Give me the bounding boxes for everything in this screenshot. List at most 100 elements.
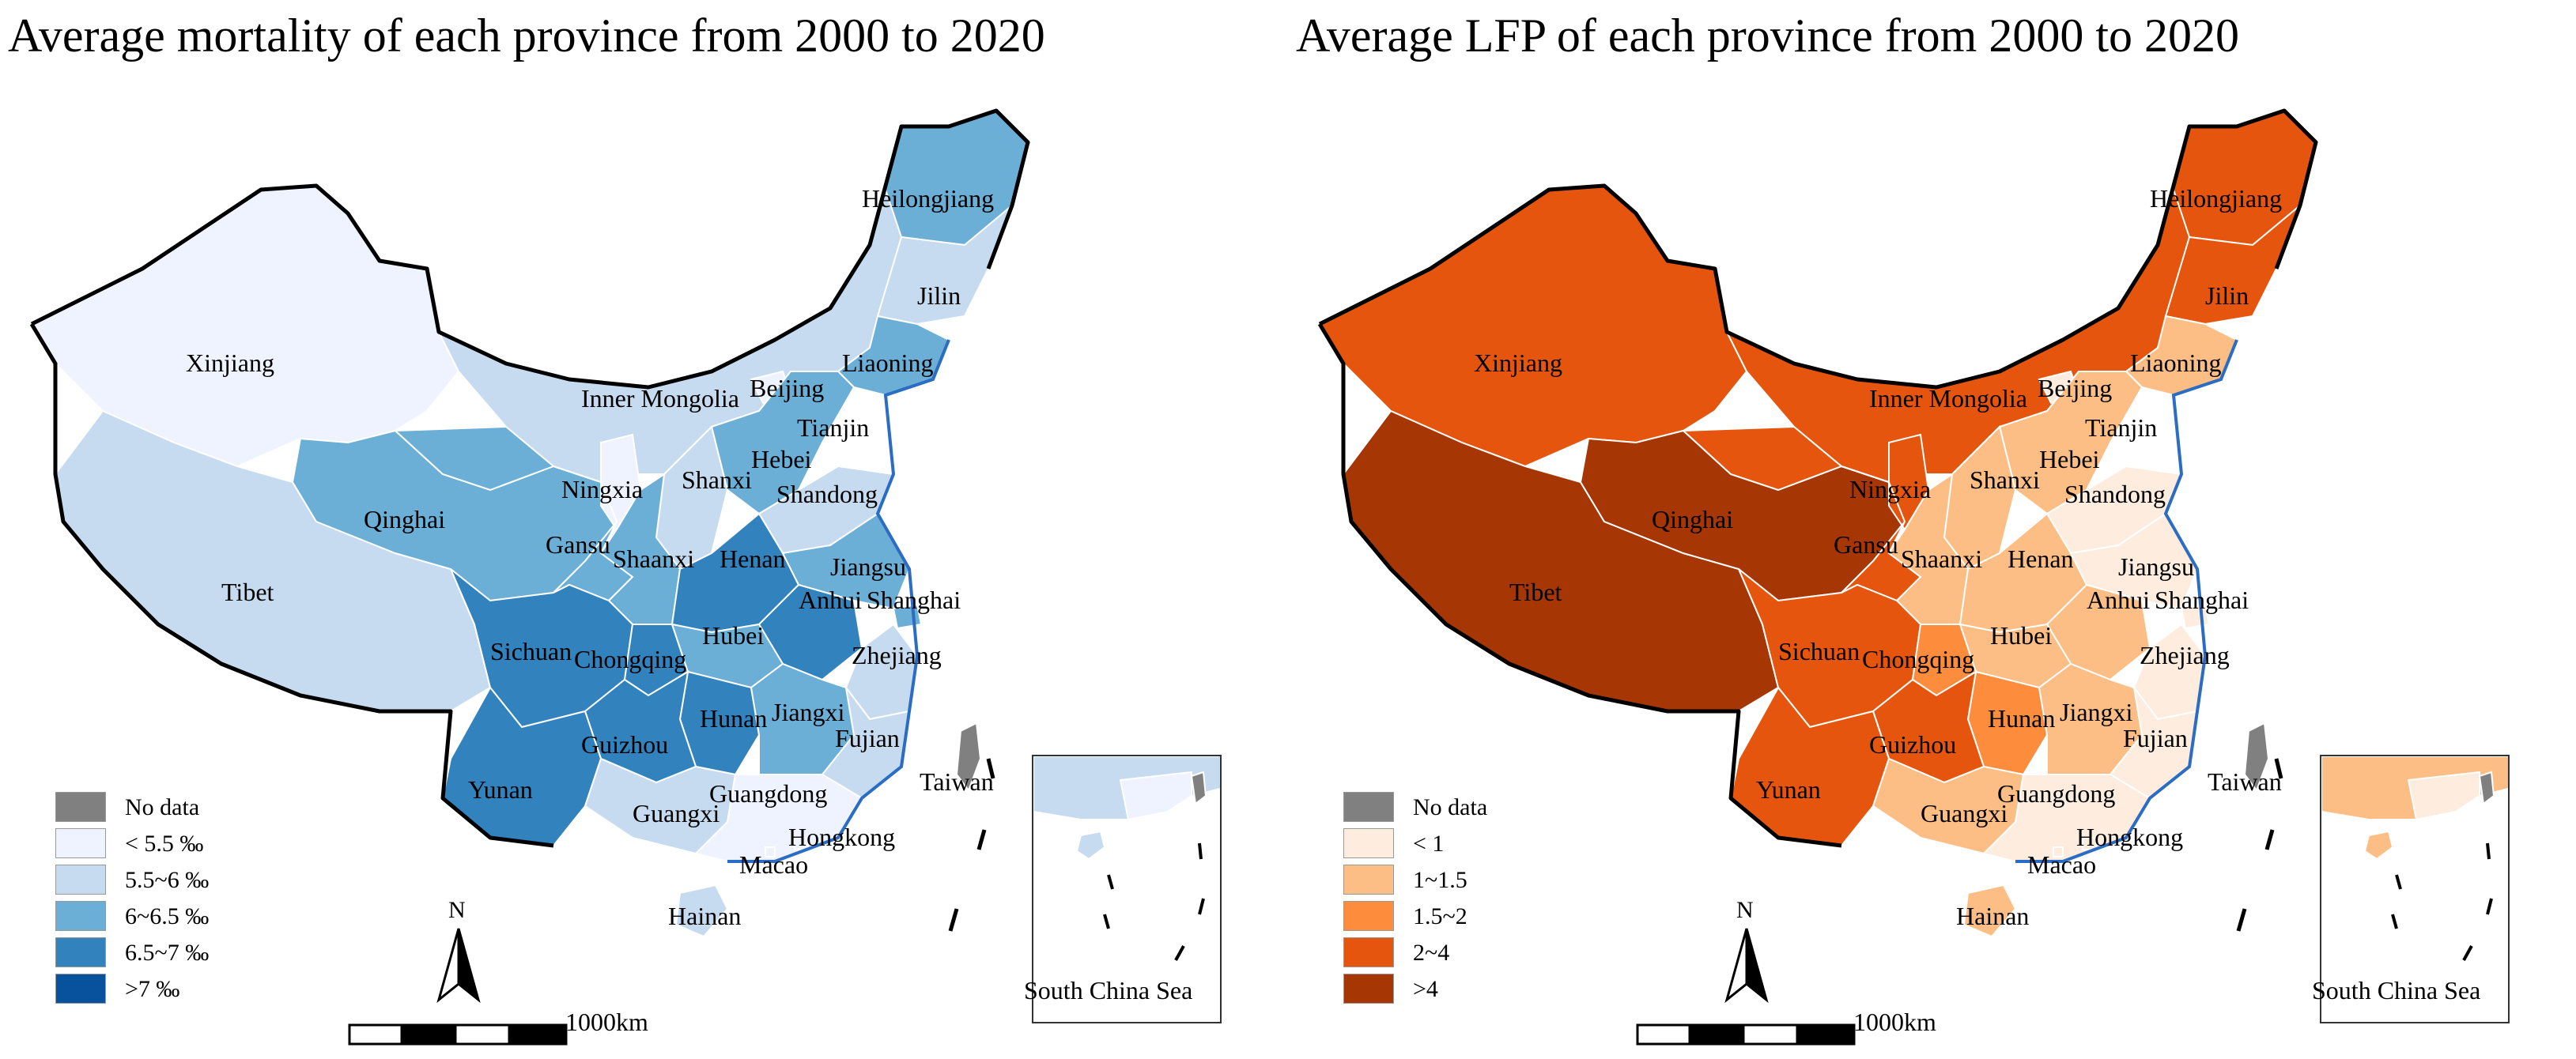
north-arrow: N xyxy=(1719,897,1774,1008)
coastline xyxy=(727,339,950,863)
map-title: Average LFP of each province from 2000 t… xyxy=(1296,9,2239,62)
legend-label: 6~6.5 ‰ xyxy=(125,903,210,929)
label-gansu: Gansu xyxy=(1834,530,1898,559)
province-layer xyxy=(1318,109,2317,938)
label-anhui: Anhui xyxy=(799,586,862,614)
province-hebei xyxy=(1998,371,2144,515)
label-liaoning: Liaoning xyxy=(2130,349,2222,377)
scale-bar: 1000km xyxy=(1636,1008,2031,1047)
scale-bar-icon xyxy=(348,1023,568,1046)
coastline xyxy=(2015,339,2238,863)
legend-label: 6.5~7 ‰ xyxy=(125,940,210,966)
label-henan: Henan xyxy=(720,545,786,573)
label-xinjiang: Xinjiang xyxy=(1474,349,1562,377)
inset-dash-line xyxy=(2391,842,2493,961)
legend-swatch xyxy=(1343,792,1394,822)
label-hunan: Hunan xyxy=(1988,704,2055,733)
inset-dash-line xyxy=(1103,842,1205,961)
label-tibet: Tibet xyxy=(1509,578,1562,606)
label-hebei: Hebei xyxy=(2039,445,2100,473)
label-hongkong: Hongkong xyxy=(788,823,895,851)
label-guizhou: Guizhou xyxy=(581,730,668,759)
inset-label: South China Sea xyxy=(2312,976,2481,1004)
legend-swatch xyxy=(55,901,106,931)
legend-swatch xyxy=(55,974,106,1004)
label-hainan: Hainan xyxy=(1956,902,2029,930)
legend-swatch xyxy=(1343,828,1394,858)
label-guangxi: Guangxi xyxy=(1921,799,2008,827)
label-inner-mongolia: Inner Mongolia xyxy=(581,384,739,413)
scale-label: 1000km xyxy=(565,1008,648,1036)
legend-label: 5.5~6 ‰ xyxy=(125,867,210,893)
scale-bar-icon xyxy=(1636,1023,1856,1046)
inset-taiwan xyxy=(2478,771,2495,805)
legend-swatch xyxy=(1343,937,1394,967)
label-shanxi: Shanxi xyxy=(682,465,752,494)
map-canvas: Xinjiang Tibet Qinghai Inner Mongolia He… xyxy=(1317,108,2318,938)
legend-label: < 1 xyxy=(1413,831,1445,857)
scale-bar: 1000km xyxy=(348,1008,743,1047)
label-shaanxi: Shaanxi xyxy=(1901,545,1982,573)
label-macao: Macao xyxy=(739,850,808,879)
map-title: Average mortality of each province from … xyxy=(8,9,1045,62)
legend-label: No data xyxy=(1413,794,1488,820)
label-jiangsu: Jiangsu xyxy=(2118,552,2194,581)
west-border xyxy=(1317,322,1842,848)
north-label: N xyxy=(1736,897,1754,923)
label-macao: Macao xyxy=(2027,850,2096,879)
label-jilin: Jilin xyxy=(2205,281,2249,310)
label-tianjin: Tianjin xyxy=(797,413,869,442)
national-border xyxy=(1318,108,2318,390)
inset-hainan xyxy=(2363,830,2394,861)
legend-swatch xyxy=(1343,974,1394,1004)
label-beijing: Beijing xyxy=(750,374,824,402)
inset-taiwan xyxy=(1190,771,1207,805)
north-label: N xyxy=(448,897,466,923)
province-inner-mongolia xyxy=(1724,126,2238,484)
label-anhui: Anhui xyxy=(2087,586,2150,614)
label-guangxi: Guangxi xyxy=(633,799,720,827)
legend-label: 1.5~2 xyxy=(1413,903,1467,929)
label-hunan: Hunan xyxy=(700,704,767,733)
label-ningxia: Ningxia xyxy=(561,475,643,503)
province-macao xyxy=(765,846,776,857)
label-yunan: Yunan xyxy=(468,775,533,804)
north-arrow: N xyxy=(431,897,486,1008)
label-yunan: Yunan xyxy=(1756,775,1821,804)
label-guangdong: Guangdong xyxy=(1997,779,2115,808)
map-canvas: Xinjiang Tibet Qinghai Inner Mongolia He… xyxy=(29,108,1030,938)
label-zhejiang: Zhejiang xyxy=(852,641,942,669)
legend-swatch xyxy=(55,792,106,822)
label-shanghai: Shanghai xyxy=(867,586,961,614)
label-tibet: Tibet xyxy=(221,578,274,606)
label-ningxia: Ningxia xyxy=(1849,475,1931,503)
label-fujian: Fujian xyxy=(2123,724,2188,752)
label-sichuan: Sichuan xyxy=(490,637,572,665)
label-shandong: Shandong xyxy=(776,480,878,508)
nine-dash-line xyxy=(2236,758,2283,932)
label-hubei: Hubei xyxy=(1990,621,2052,650)
north-arrow-icon xyxy=(436,928,481,1004)
province-taiwan xyxy=(2243,722,2270,793)
province-hebei xyxy=(710,371,856,515)
label-hubei: Hubei xyxy=(702,621,764,650)
label-taiwan: Taiwan xyxy=(920,767,994,796)
legend-label: 1~1.5 xyxy=(1413,867,1467,893)
label-zhejiang: Zhejiang xyxy=(2140,641,2230,669)
west-border xyxy=(29,322,554,848)
label-shaanxi: Shaanxi xyxy=(613,545,694,573)
legend-swatch xyxy=(55,828,106,858)
label-heilongjiang: Heilongjiang xyxy=(2150,184,2282,213)
inset-coast-region xyxy=(1119,771,1192,821)
label-shanghai: Shanghai xyxy=(2155,586,2249,614)
nine-dash-line xyxy=(948,758,995,932)
inset-map xyxy=(1032,755,1222,1023)
label-jilin: Jilin xyxy=(917,281,961,310)
label-heilongjiang: Heilongjiang xyxy=(862,184,994,213)
inset-canvas xyxy=(1033,756,1220,961)
inset-canvas xyxy=(2321,756,2508,961)
label-beijing: Beijing xyxy=(2038,374,2112,402)
label-gansu: Gansu xyxy=(546,530,610,559)
label-inner-mongolia: Inner Mongolia xyxy=(1869,384,2027,413)
province-layer xyxy=(30,109,1029,938)
